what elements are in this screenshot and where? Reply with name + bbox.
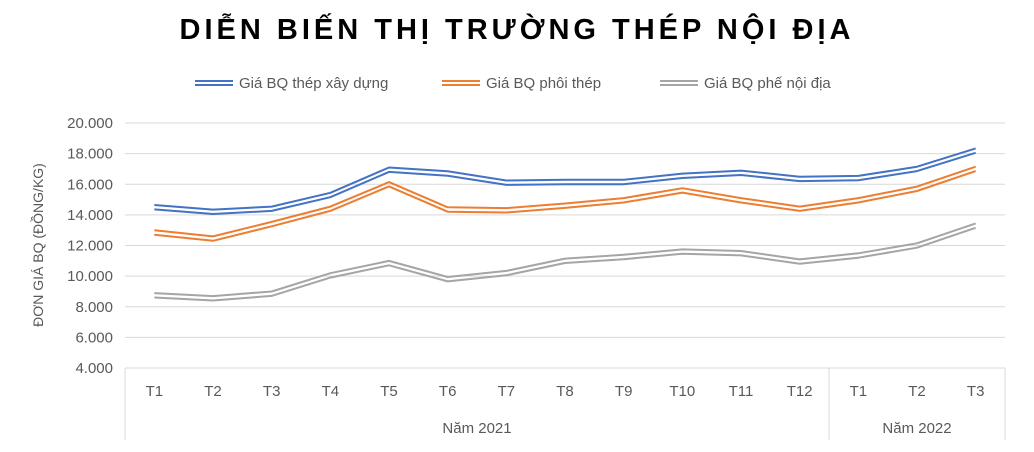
legend-label-phe-noi-dia: Giá BQ phế nội địa (704, 74, 831, 92)
group-label-0: Năm 2021 (442, 420, 511, 437)
x-tick-label-2: T3 (263, 383, 281, 400)
series-line-1-upper (154, 165, 976, 238)
x-tick-label-9: T10 (669, 383, 695, 400)
x-tick-label-8: T9 (615, 383, 633, 400)
x-tick-label-10: T11 (729, 383, 754, 400)
legend-item-thep-xay-dung: Giá BQ thép xây dựng (195, 73, 388, 93)
y-tick-label-4: 12.000 (67, 238, 113, 255)
x-tick-label-5: T6 (439, 383, 457, 400)
x-tick-label-0: T1 (146, 383, 164, 400)
y-tick-label-6: 16.000 (67, 176, 113, 193)
y-tick-label-3: 10.000 (67, 268, 113, 285)
legend-swatch-phoi-thep (442, 80, 480, 86)
y-tick-label-1: 6.000 (75, 329, 113, 346)
x-tick-label-1: T2 (204, 383, 222, 400)
legend-swatch-phe-noi-dia (660, 80, 698, 86)
legend-swatch-thep-xay-dung (195, 80, 233, 86)
x-tick-label-4: T5 (380, 383, 398, 400)
series-line-2-lower (154, 226, 976, 302)
y-tick-label-7: 18.000 (67, 146, 113, 163)
x-tick-label-11: T12 (787, 383, 813, 400)
x-tick-label-13: T2 (908, 383, 926, 400)
legend-label-phoi-thep: Giá BQ phôi thép (486, 74, 602, 92)
x-tick-label-6: T7 (498, 383, 516, 400)
x-tick-label-7: T8 (556, 383, 574, 400)
x-tick-label-12: T1 (850, 383, 868, 400)
legend-label-thep-xay-dung: Giá BQ thép xây dựng (239, 74, 389, 92)
legend-item-phe-noi-dia: Giá BQ phế nội địa (660, 73, 831, 93)
chart-title: DIỄN BIẾN THỊ TRƯỜNG THÉP NỘI ĐỊA (179, 14, 855, 46)
y-tick-label-0: 4.000 (75, 360, 113, 377)
series-line-0-lower (154, 151, 976, 215)
x-tick-label-3: T4 (322, 383, 340, 400)
series-line-1-lower (154, 170, 976, 242)
series-line-2-upper (154, 222, 976, 298)
legend-item-phoi-thep: Giá BQ phôi thép (442, 73, 601, 93)
y-tick-label-5: 14.000 (67, 207, 113, 224)
y-tick-label-2: 8.000 (75, 299, 113, 316)
x-tick-label-14: T3 (967, 383, 985, 400)
group-label-1: Năm 2022 (882, 420, 951, 437)
legend: Giá BQ thép xây dựng Giá BQ phôi thép Gi… (0, 73, 1034, 93)
series-line-0-upper (154, 147, 976, 211)
y-tick-label-8: 20.000 (67, 115, 113, 132)
